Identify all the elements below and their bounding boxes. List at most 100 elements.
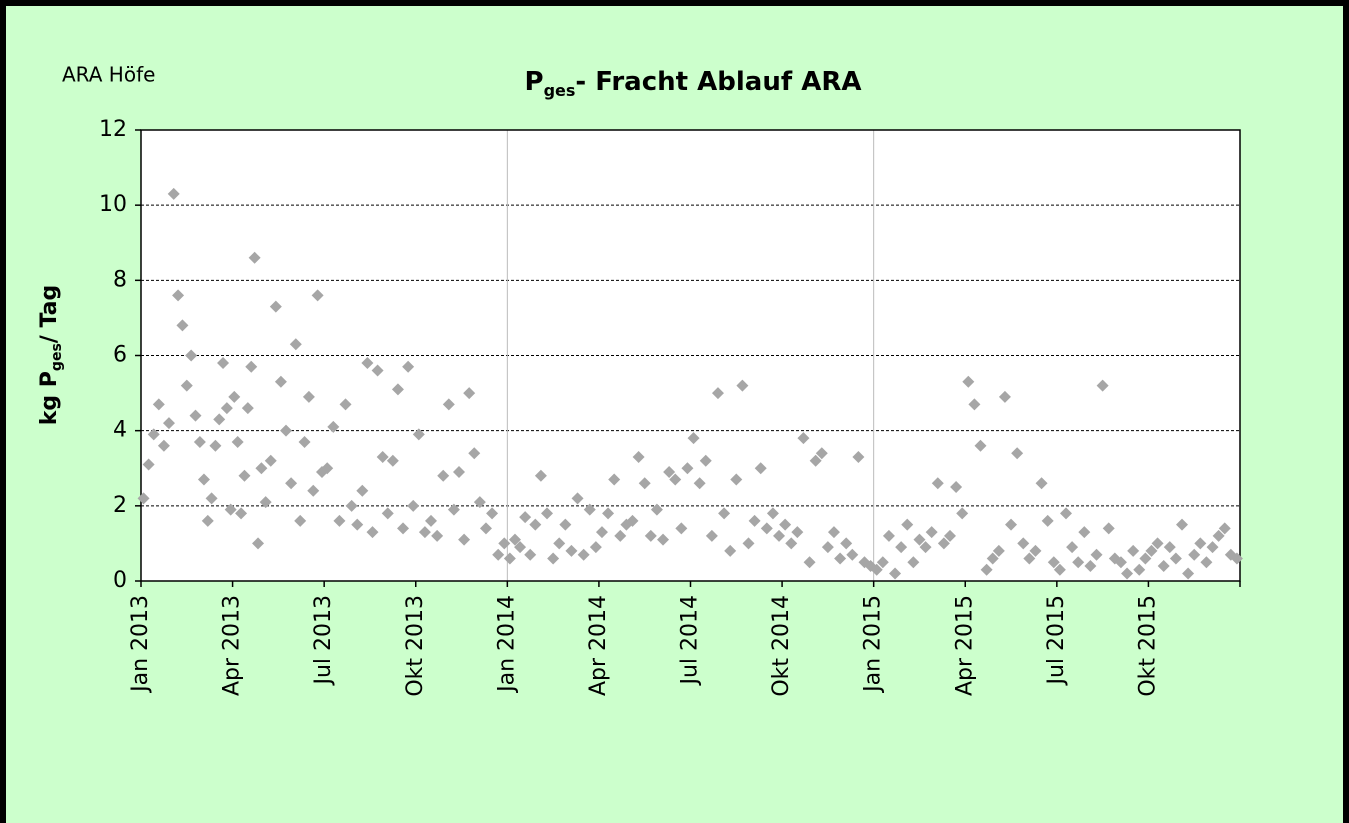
point bbox=[754, 462, 767, 475]
point bbox=[1078, 526, 1091, 539]
point bbox=[289, 338, 302, 351]
point bbox=[931, 477, 944, 490]
point bbox=[157, 439, 170, 452]
point bbox=[452, 466, 465, 479]
point bbox=[614, 529, 627, 542]
point bbox=[412, 428, 425, 441]
point bbox=[1157, 559, 1170, 572]
x-tick-label: Jan 2015 bbox=[861, 595, 886, 694]
point bbox=[407, 499, 420, 512]
point bbox=[162, 417, 175, 430]
point bbox=[508, 533, 521, 546]
point bbox=[650, 503, 663, 516]
point bbox=[479, 522, 492, 535]
point bbox=[1047, 556, 1060, 569]
point bbox=[1059, 507, 1072, 520]
point bbox=[632, 450, 645, 463]
title-main: P bbox=[525, 67, 544, 97]
point bbox=[1206, 541, 1219, 554]
point bbox=[418, 526, 431, 539]
y-tick-label: 6 bbox=[113, 343, 127, 368]
x-tick-label: Jan 2014 bbox=[494, 595, 519, 694]
point bbox=[285, 477, 298, 490]
point bbox=[748, 514, 761, 527]
y-tick-label: 10 bbox=[99, 192, 127, 217]
point bbox=[534, 469, 547, 482]
point bbox=[255, 462, 268, 475]
x-tick-label: Okt 2014 bbox=[769, 595, 794, 697]
point bbox=[201, 514, 214, 527]
point bbox=[1084, 559, 1097, 572]
point bbox=[541, 507, 554, 520]
point bbox=[943, 529, 956, 542]
point bbox=[514, 541, 527, 554]
point bbox=[172, 289, 185, 302]
point bbox=[608, 473, 621, 486]
chart-title: Pges- Fracht Ablauf ARA bbox=[525, 67, 862, 100]
y-tick-label: 8 bbox=[113, 267, 127, 292]
point bbox=[882, 529, 895, 542]
y-tick-label: 2 bbox=[113, 493, 127, 518]
y-tick-label: 0 bbox=[113, 568, 127, 593]
point bbox=[209, 439, 222, 452]
point bbox=[571, 492, 584, 505]
point bbox=[176, 319, 189, 332]
point bbox=[998, 390, 1011, 403]
title-sub: ges bbox=[544, 81, 576, 100]
point bbox=[321, 462, 334, 475]
point bbox=[742, 537, 755, 550]
point bbox=[205, 492, 218, 505]
point bbox=[785, 537, 798, 550]
x-tick-label: Jul 2015 bbox=[1044, 595, 1069, 687]
point bbox=[766, 507, 779, 520]
point bbox=[498, 537, 511, 550]
point bbox=[356, 484, 369, 497]
point bbox=[565, 544, 578, 557]
point bbox=[547, 552, 560, 565]
point bbox=[693, 477, 706, 490]
point bbox=[447, 503, 460, 516]
point bbox=[968, 398, 981, 411]
point bbox=[486, 507, 499, 520]
point bbox=[925, 526, 938, 539]
point bbox=[840, 537, 853, 550]
point bbox=[386, 454, 399, 467]
point bbox=[1145, 544, 1158, 557]
point bbox=[189, 409, 202, 422]
point bbox=[1041, 514, 1054, 527]
point bbox=[298, 435, 311, 448]
point bbox=[675, 522, 688, 535]
point bbox=[524, 548, 537, 561]
point bbox=[1188, 548, 1201, 561]
point bbox=[657, 533, 670, 546]
point bbox=[366, 526, 379, 539]
point bbox=[1127, 544, 1140, 557]
point bbox=[1121, 567, 1134, 580]
point bbox=[950, 481, 963, 494]
point bbox=[228, 390, 241, 403]
plot-border bbox=[140, 129, 1241, 582]
point bbox=[1005, 518, 1018, 531]
point bbox=[595, 526, 608, 539]
point bbox=[779, 518, 792, 531]
annotation: ARA Höfe bbox=[62, 63, 155, 87]
point bbox=[577, 548, 590, 561]
point bbox=[1072, 556, 1085, 569]
point bbox=[327, 420, 340, 433]
point bbox=[681, 462, 694, 475]
point bbox=[241, 402, 254, 415]
point bbox=[724, 544, 737, 557]
point bbox=[626, 514, 639, 527]
point bbox=[1053, 563, 1066, 576]
plot-layer: 0 2 4 6 8 10 12 Jan 2013 Apr 2013 Jul 2013 Okt 201… bbox=[99, 117, 1243, 697]
point bbox=[870, 563, 883, 576]
point bbox=[919, 541, 932, 554]
point bbox=[962, 375, 975, 388]
point bbox=[1194, 537, 1207, 550]
point bbox=[264, 454, 277, 467]
point bbox=[1102, 522, 1115, 535]
point bbox=[371, 364, 384, 377]
point bbox=[252, 537, 265, 550]
title-rest: - Fracht Ablauf ARA bbox=[575, 67, 861, 97]
